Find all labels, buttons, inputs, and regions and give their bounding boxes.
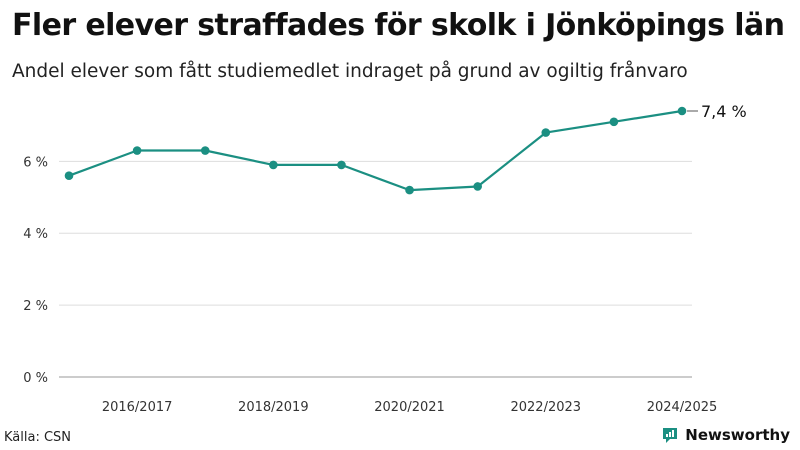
y-tick-label: 4 % — [23, 227, 48, 242]
y-tick-label: 6 % — [23, 155, 48, 170]
x-tick-label: 2018/2019 — [238, 400, 309, 415]
data-point — [405, 185, 414, 195]
data-point — [677, 106, 687, 116]
data-point — [609, 117, 619, 127]
y-tick-label: 2 % — [23, 299, 48, 314]
brand-name: Newsworthy — [685, 426, 790, 444]
data-point — [473, 182, 482, 191]
newsworthy-logo-icon — [663, 428, 678, 443]
y-tick-label: 0 % — [23, 371, 48, 386]
chart-subtitle: Andel elever som fått studiemedlet indra… — [12, 61, 688, 82]
end-value-label: 7,4 % — [701, 102, 747, 121]
chart-title: Fler elever straffades för skolk i Jönkö… — [12, 8, 785, 43]
x-tick-label: 2022/2023 — [510, 400, 581, 415]
series-line — [68, 109, 683, 192]
x-tick-label: 2020/2021 — [374, 400, 445, 415]
x-tick-label: 2024/2025 — [647, 400, 718, 415]
source-note: Källa: CSN — [4, 430, 72, 445]
data-point — [541, 128, 551, 137]
brand[interactable]: Newsworthy — [661, 426, 790, 444]
data-point — [132, 146, 142, 155]
data-point — [269, 160, 278, 170]
data-point — [337, 160, 346, 170]
data-point — [64, 171, 74, 181]
data-point — [200, 146, 210, 155]
x-tick-label: 2016/2017 — [102, 400, 173, 415]
